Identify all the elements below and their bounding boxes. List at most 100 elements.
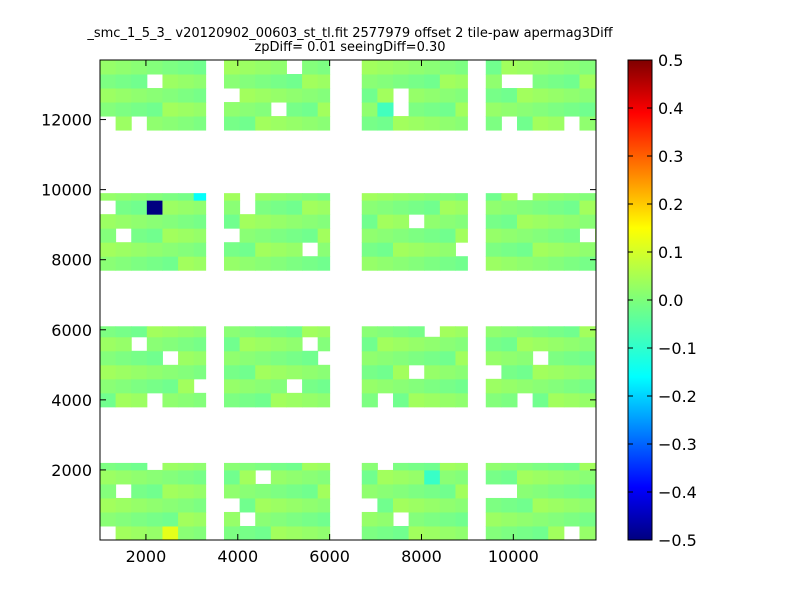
heatmap-cell [563,200,580,215]
heatmap-cell [485,256,502,271]
heatmap-cell [193,116,207,131]
heatmap-cell [239,88,256,103]
heatmap-cell [270,193,287,201]
heatmap-cell [424,60,441,75]
heatmap-cell [517,242,534,257]
heatmap-cell [146,60,163,75]
heatmap-cell [439,116,456,131]
colorbar-tick-label: −0.1 [658,339,697,358]
heatmap-cell [439,256,456,271]
heatmap-cell [579,364,596,380]
heatmap-cell [224,193,241,201]
heatmap-cell [393,228,410,243]
heatmap-cell [485,214,502,229]
heatmap-cell [317,256,331,271]
heatmap-cell [302,392,319,408]
heatmap-cell [563,511,580,527]
heatmap-cell [255,116,272,131]
plot-frame [99,59,597,541]
heatmap-cell [455,256,468,271]
heatmap-cell [408,511,425,527]
colorbar-tick-label: 0.2 [658,195,683,214]
heatmap-cell [115,60,132,75]
heatmap-cell [178,392,195,408]
heatmap-cell [224,462,241,471]
heatmap-cell [408,497,425,513]
heatmap-cell [532,116,549,131]
heatmap-cell [455,214,468,229]
heatmap-cell [548,214,565,229]
heatmap-cell [317,336,331,352]
heatmap-cell [408,525,425,540]
heatmap-cell [485,326,502,338]
heatmap-cell [361,392,378,408]
colorbar-axis: 0.5 0.4 0.3 0.2 0.1 0.0 −0.1 −0.2 −0.3 −0.4 −0.5 [628,51,697,550]
heatmap-cell [270,326,287,338]
heatmap-cell [532,60,549,75]
heatmap-cell [146,350,163,366]
heatmap-cell [302,88,319,103]
colorbar-tick-label: −0.2 [658,387,697,406]
heatmap-cell [100,88,117,103]
heatmap-cell [131,462,148,471]
heatmap-cell [146,497,163,513]
heatmap-cell [100,60,117,75]
heatmap-cell [224,350,241,366]
heatmap-cell [115,116,132,131]
heatmap-cell [424,214,441,229]
heatmap-cell [286,511,303,527]
heatmap-cell [317,378,331,394]
heatmap-cell [439,214,456,229]
heatmap-cell [239,469,256,485]
heatmap-cell [485,525,502,540]
heatmap-cell [115,350,132,366]
heatmap-cell [501,228,518,243]
heatmap-cell [255,102,272,117]
heatmap-cell [286,228,303,243]
heatmap-cell [255,525,272,540]
heatmap-cell [361,483,378,499]
heatmap-cell [439,193,456,201]
heatmap-cell [548,364,565,380]
heatmap-cell [317,511,331,527]
heatmap-cell [302,200,319,215]
heatmap-cell [501,200,518,215]
heatmap-cell [517,102,534,117]
heatmap-cell [517,350,534,366]
heatmap-cell [393,392,410,408]
heatmap-cell [162,116,179,131]
heatmap-cell [455,200,468,215]
heatmap-cell [178,228,195,243]
heatmap-cell [501,256,518,271]
heatmap-cell [408,256,425,271]
heatmap-cell [131,364,148,380]
heatmap-cell [532,525,549,540]
heatmap-cell [439,200,456,215]
x-tick-label: 8000 [401,547,442,566]
heatmap-cell [393,256,410,271]
heatmap-cell [424,378,441,394]
heatmap-cell [501,336,518,352]
heatmap-cell [579,336,596,352]
heatmap-cell [131,525,148,540]
heatmap-cell [255,88,272,103]
heatmap-cell [115,497,132,513]
heatmap-cell [517,525,534,540]
heatmap-cell [178,193,195,201]
heatmap-cell [361,214,378,229]
heatmap-cell [131,511,148,527]
heatmap-cell [100,469,117,485]
heatmap-cell [485,392,502,408]
heatmap-cell [270,88,287,103]
heatmap-cell [131,60,148,75]
heatmap-cell [377,242,394,257]
heatmap-cell [485,60,502,75]
heatmap-cell [162,497,179,513]
heatmap-cell [178,214,195,229]
heatmap-cell [193,364,207,380]
heatmap-cell [286,256,303,271]
heatmap-cell [548,336,565,352]
heatmap-cell [255,483,272,499]
heatmap-cell [579,214,596,229]
heatmap-cell [302,214,319,229]
